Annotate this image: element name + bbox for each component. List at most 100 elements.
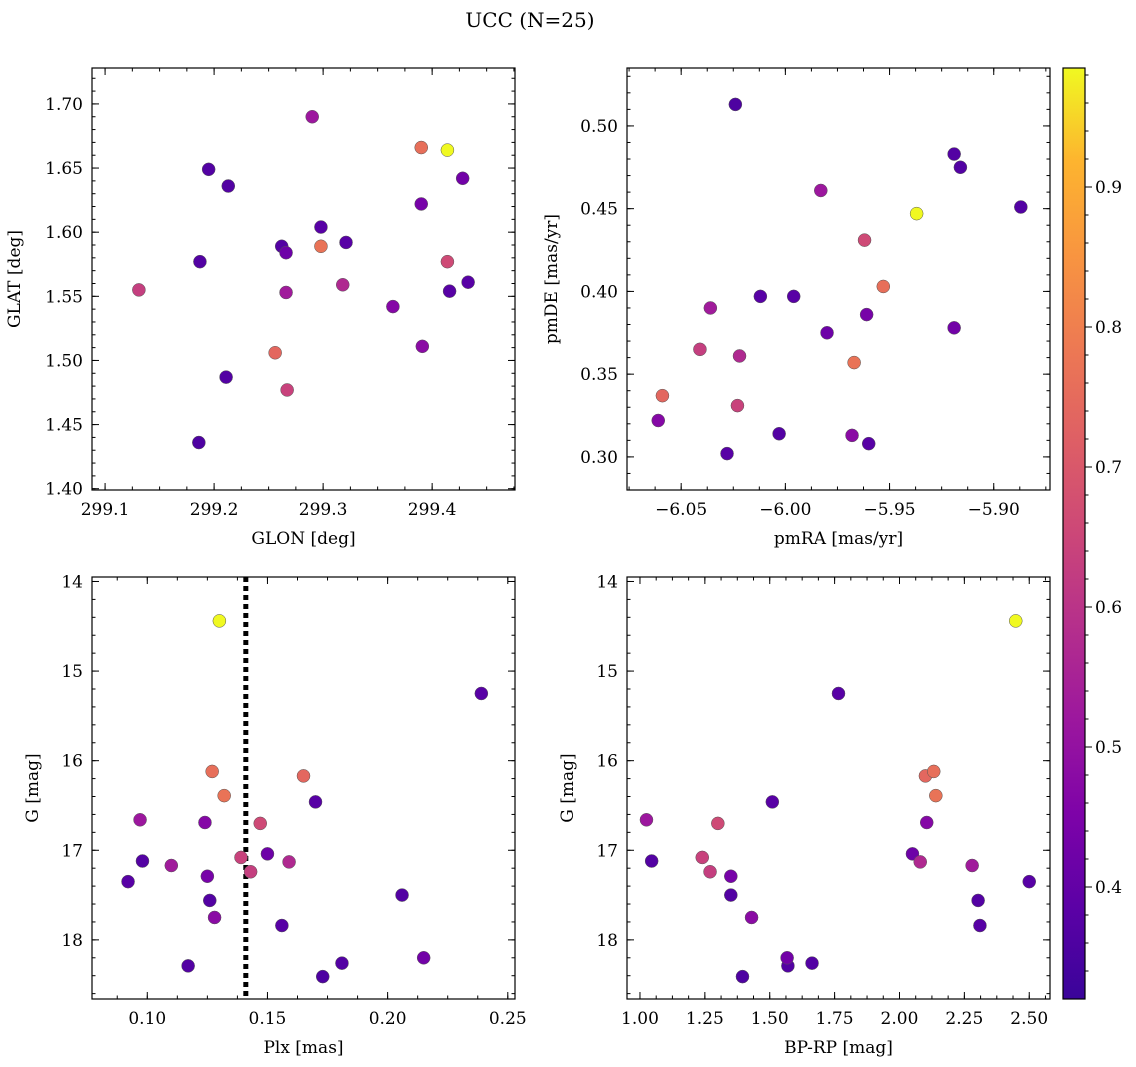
data-point [859,307,874,322]
data-point [845,428,859,443]
data-point [279,245,293,260]
data-point [786,289,801,304]
x-tick-label: 1.25 [686,1009,724,1029]
x-tick-label: 299.2 [190,500,239,520]
data-point [772,426,786,441]
y-tick-label: 0.45 [580,200,618,220]
x-tick-label: −6.05 [655,500,707,520]
data-point [205,764,219,779]
data-point [201,162,216,177]
x-axis-label: GLON [deg] [251,529,355,549]
data-point [953,160,968,175]
data-point [440,254,455,269]
colorbar-tick-label: 0.8 [1095,318,1122,338]
axes-frame [626,576,1051,1000]
data-point [693,342,707,357]
data-point [876,279,891,294]
data-point [260,847,275,861]
data-point [268,346,282,360]
data-point [780,951,794,965]
data-point [474,686,489,701]
data-point [929,788,943,803]
data-point [192,435,206,450]
y-tick-label: 1.45 [45,416,83,436]
y-tick-label: 0.35 [580,365,618,385]
data-point [814,183,828,198]
data-point [730,398,745,413]
data-point [765,795,780,809]
data-point [217,788,231,803]
y-tick-label: 1.65 [45,159,83,179]
data-point [181,959,195,973]
axes-frame [626,67,1051,491]
data-point [1014,200,1028,214]
y-tick-label: 0.40 [580,282,618,302]
data-point [965,858,979,873]
data-point [279,285,293,300]
x-tick-label: 0.20 [369,1009,407,1029]
data-point [971,893,985,908]
panels: 299.1 299.2 299.3 299.4 1.40 1.45 1.50 1.55 1.60… [5,67,1051,1058]
colorbar-tick-label: 0.6 [1095,598,1122,618]
data-point [732,349,747,363]
data-point [416,951,431,965]
axes-frame [91,67,516,491]
y-tick-label: 17 [61,841,83,861]
data-point [282,855,296,869]
data-point [724,888,738,902]
colorbar: 0.4 0.5 0.6 0.7 0.8 0.9 [1062,67,1122,1000]
data-point [440,143,455,157]
data-point [314,239,328,254]
x-axis-label: Plx [mas] [263,1038,343,1058]
axes-frame [91,576,516,1000]
data-point [243,865,258,879]
y-tick-label: 0.30 [580,448,618,468]
data-point [219,370,233,384]
y-tick-label: 17 [596,841,618,861]
data-point [820,326,834,340]
data-point [121,874,135,889]
x-tick-label: 0.25 [489,1009,527,1029]
x-tick-label: 0.10 [128,1009,166,1029]
data-point [395,888,409,902]
chart-title: UCC (N=25) [465,8,594,32]
data-point [275,918,289,933]
data-point [720,446,734,461]
data-point [744,910,759,925]
y-axis-label: G [mag] [558,753,578,822]
data-point [305,109,319,124]
y-tick-label: 1.40 [45,480,83,500]
data-point [198,815,212,830]
y-tick-label: 14 [61,572,83,592]
colorbar-gradient [1063,68,1085,999]
x-tick-label: 299.4 [408,500,457,520]
data-point [973,918,987,933]
x-tick-label: 2.00 [881,1009,919,1029]
x-tick-label: −6.00 [759,500,811,520]
x-tick-label: 2.50 [1010,1009,1048,1029]
data-point [805,956,819,970]
panel-bprp-g: 1.00 1.25 1.50 1.75 2.00 2.25 2.50 14 15 16 17 18 BP… [558,572,1051,1058]
data-point [414,197,428,211]
x-tick-label: 1.00 [621,1009,659,1029]
data-point [386,299,400,314]
x-axis-label: pmRA [mas/yr] [774,529,903,549]
data-point [221,179,236,193]
data-point [861,436,876,451]
data-point [651,413,666,428]
x-tick-label: 299.1 [81,500,130,520]
data-point [644,854,659,868]
panel-glon-glat: 299.1 299.2 299.3 299.4 1.40 1.45 1.50 1.55 1.60… [5,67,516,549]
y-tick-label: 15 [61,662,83,682]
data-point [947,321,961,335]
colorbar-tick-label: 0.4 [1095,878,1122,898]
y-tick-label: 1.55 [45,287,83,307]
y-tick-label: 15 [596,662,618,682]
y-tick-label: 14 [596,572,618,592]
data-point [280,383,294,397]
y-tick-label: 16 [61,752,83,772]
data-point [414,140,428,155]
data-point [193,254,207,269]
points-group [651,97,1028,461]
